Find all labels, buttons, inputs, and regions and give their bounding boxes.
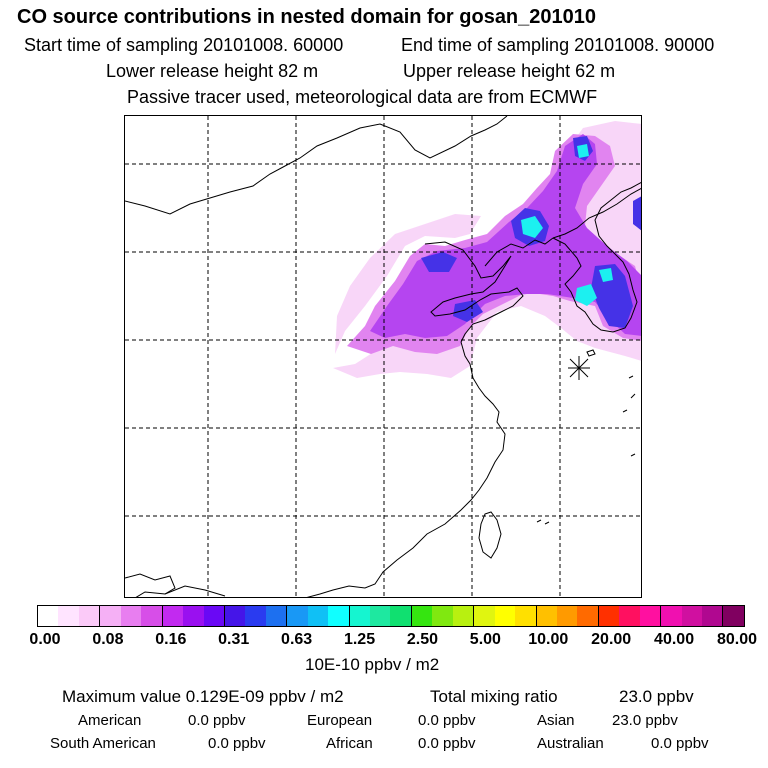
colorbar-segment bbox=[287, 606, 308, 626]
plume-cyan-4 bbox=[599, 268, 613, 282]
colorbar bbox=[37, 605, 745, 627]
american-value: 0.0 ppbv bbox=[188, 712, 246, 729]
european-value: 0.0 ppbv bbox=[418, 712, 476, 729]
colorbar-tick-label: 0.00 bbox=[29, 631, 61, 648]
colorbar-tick-label: 0.16 bbox=[155, 631, 187, 648]
coast-bohai bbox=[424, 241, 524, 343]
end-time: End time of sampling 20101008. 90000 bbox=[401, 35, 715, 55]
colorbar-tick-label: 0.31 bbox=[218, 631, 250, 648]
colorbar-segment bbox=[38, 606, 59, 626]
colorbar-segment bbox=[598, 606, 620, 626]
coast-korea bbox=[552, 181, 641, 333]
upper-release-height: Upper release height 62 m bbox=[403, 61, 616, 81]
colorbar-unit: 10E-10 ppbv / m2 bbox=[305, 655, 440, 674]
colorbar-segment bbox=[141, 606, 163, 626]
colorbar-segment bbox=[224, 606, 246, 626]
colorbar-segment bbox=[100, 606, 121, 626]
colorbar-segment bbox=[723, 606, 744, 626]
colorbar-segment bbox=[619, 606, 640, 626]
asian-label: Asian bbox=[537, 712, 575, 729]
coast-north-border bbox=[125, 116, 508, 215]
plume-field bbox=[333, 121, 641, 378]
australian-value: 0.0 ppbv bbox=[651, 735, 709, 752]
american-label: American bbox=[78, 712, 142, 729]
south-american-value: 0.0 ppbv bbox=[208, 735, 266, 752]
colorbar-tick-label: 0.63 bbox=[281, 631, 313, 648]
colorbar-segment bbox=[307, 606, 329, 626]
colorbar-segment bbox=[203, 606, 225, 626]
colorbar-segment bbox=[78, 606, 101, 626]
colorbar-segment bbox=[183, 606, 204, 626]
plume-cyan-2 bbox=[577, 144, 589, 158]
graticule bbox=[125, 116, 641, 597]
coast-east-china bbox=[306, 341, 506, 597]
colorbar-segment bbox=[349, 606, 370, 626]
plume-light-west bbox=[335, 214, 481, 354]
colorbar-tick-label: 1.25 bbox=[343, 631, 376, 648]
european-label: European bbox=[307, 712, 373, 729]
colorbar-segment bbox=[390, 606, 412, 626]
colorbar-segment bbox=[162, 606, 184, 626]
coastlines bbox=[125, 116, 641, 597]
colorbar-tick-label: 80.00 bbox=[716, 631, 758, 648]
coast-south-china bbox=[164, 585, 226, 597]
tracer-note: Passive tracer used, meteorological data… bbox=[127, 87, 598, 107]
colorbar-segment bbox=[681, 606, 702, 626]
coast-sw-land bbox=[125, 573, 176, 597]
south-american-label: South American bbox=[50, 735, 156, 752]
african-value: 0.0 ppbv bbox=[418, 735, 476, 752]
colorbar-segment bbox=[245, 606, 266, 626]
receptor-marker-icon bbox=[568, 356, 590, 380]
colorbar-segment bbox=[370, 606, 391, 626]
colorbar-tick-label: 5.00 bbox=[469, 631, 501, 648]
total-mixing-value: 23.0 ppbv bbox=[619, 687, 694, 706]
start-time: Start time of sampling 20101008. 60000 bbox=[24, 35, 344, 55]
colorbar-segment bbox=[702, 606, 724, 626]
colorbar-segment bbox=[474, 606, 495, 626]
colorbar-segment bbox=[536, 606, 557, 626]
plume-cyan-3 bbox=[575, 284, 597, 306]
colorbar-tick-label: 20.00 bbox=[591, 631, 632, 648]
colorbar-segment bbox=[120, 606, 142, 626]
lower-release-height: Lower release height 82 m bbox=[106, 61, 319, 81]
plume-blue-6 bbox=[453, 300, 483, 322]
coast-taiwan bbox=[478, 511, 502, 559]
plume-violet bbox=[370, 134, 641, 338]
colorbar-tick-label: 10.00 bbox=[528, 631, 569, 648]
map-svg bbox=[125, 116, 641, 597]
colorbar-segment bbox=[58, 606, 79, 626]
colorbar-segment bbox=[411, 606, 433, 626]
colorbar-segment bbox=[515, 606, 537, 626]
coast-jeju bbox=[586, 349, 596, 357]
colorbar-segment bbox=[265, 606, 288, 626]
plume-blue-5 bbox=[633, 196, 641, 231]
total-mixing-label: Total mixing ratio bbox=[430, 687, 558, 706]
african-label: African bbox=[326, 735, 373, 752]
colorbar-segment bbox=[556, 606, 578, 626]
colorbar-segment bbox=[577, 606, 599, 626]
plot-title: CO source contributions in nested domain… bbox=[17, 6, 597, 28]
coast-ryukyu bbox=[536, 375, 636, 525]
colorbar-segment bbox=[452, 606, 475, 626]
asian-value: 23.0 ppbv bbox=[612, 712, 678, 729]
map-panel bbox=[124, 115, 642, 598]
plume-blue-4 bbox=[421, 252, 457, 272]
maximum-value: Maximum value 0.129E-09 ppbv / m2 bbox=[62, 687, 344, 706]
australian-label: Australian bbox=[537, 735, 604, 752]
colorbar-tick-label: 40.00 bbox=[654, 631, 695, 648]
colorbar-segment bbox=[639, 606, 662, 626]
colorbar-segment bbox=[494, 606, 516, 626]
plume-cyan-1 bbox=[521, 216, 543, 238]
colorbar-segment bbox=[328, 606, 350, 626]
coast-korea-border bbox=[552, 187, 641, 239]
colorbar-segment bbox=[432, 606, 453, 626]
colorbar-segment bbox=[661, 606, 682, 626]
colorbar-tick-label: 2.50 bbox=[406, 631, 439, 648]
plume-blue-3 bbox=[591, 264, 633, 328]
colorbar-tick-label: 0.08 bbox=[92, 631, 124, 648]
